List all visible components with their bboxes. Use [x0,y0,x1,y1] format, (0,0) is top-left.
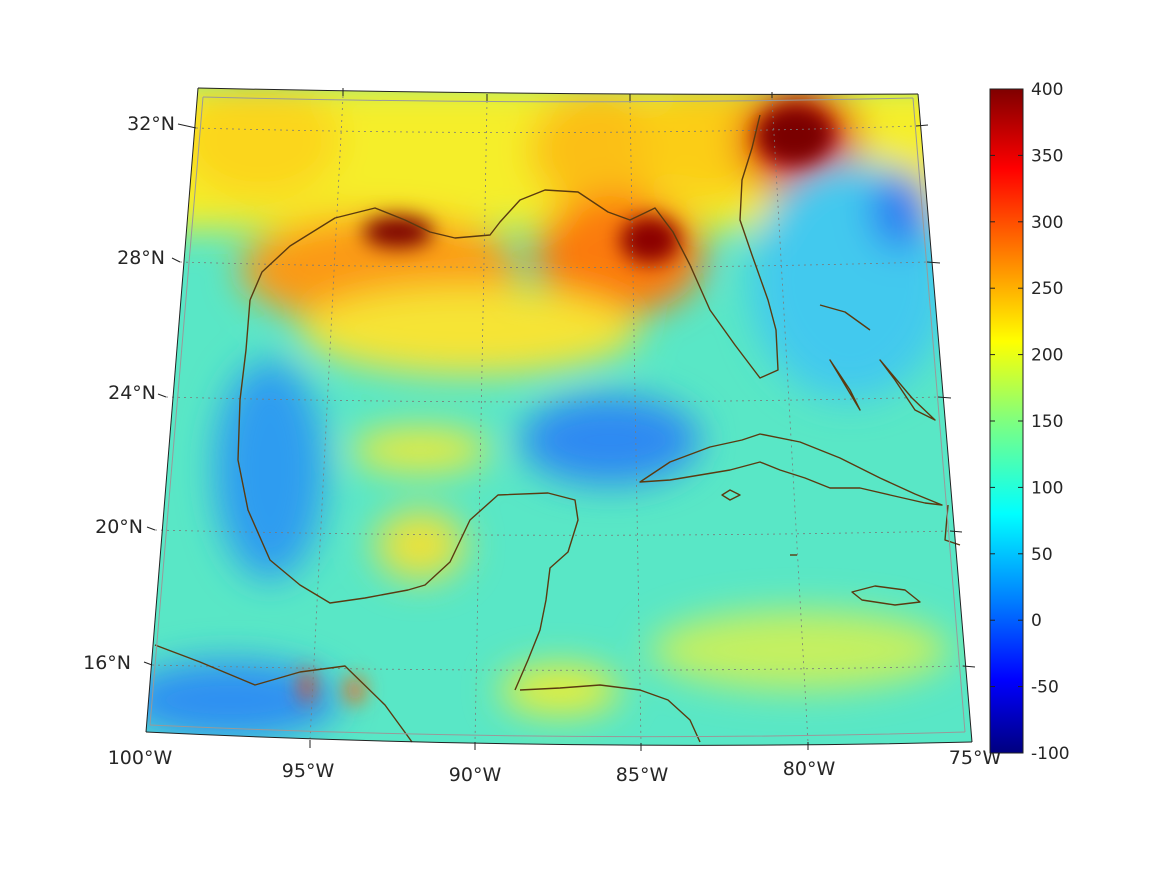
bahamas-a [829,359,861,411]
colorbar-labels: 400 350 300 250 200 150 100 50 0 -50 -100 [1031,80,1070,764]
lon-label-95w: 95°W [282,760,335,782]
colorbar-tick-label: 50 [1031,545,1053,565]
lon-label-100w: 100°W [108,747,173,769]
lat-label-20n: 20°N [95,516,143,538]
graticule [151,95,964,744]
data-field [146,88,972,746]
latitude-labels: 32°N 28°N 24°N 20°N 16°N [83,113,175,674]
bahamas-c [819,304,871,331]
lat-label-28n: 28°N [117,247,165,269]
jamaica [851,585,921,606]
lon-label-80w: 80°W [783,758,836,780]
colorbar-tick-label: 350 [1031,146,1063,166]
colorbar-tick-label: 150 [1031,412,1063,432]
coastlines [154,114,961,743]
pacific-coast [154,644,413,743]
cuba [639,433,943,506]
colorbar-tick-label: 400 [1031,80,1063,100]
lon-label-75w: 75°W [949,747,1002,769]
lat-label-16n: 16°N [83,652,131,674]
lat-label-24n: 24°N [108,382,156,404]
lon-label-85w: 85°W [616,764,669,786]
colorbar-tick-label: 250 [1031,279,1063,299]
isla-juventud [721,489,741,501]
colorbar-ticks [990,88,1023,754]
colorbar-tick-label: 200 [1031,346,1063,366]
bahamas-b [879,359,936,421]
colorbar-tick-label: -50 [1031,678,1059,698]
colorbar-tick-label: 300 [1031,213,1063,233]
colorbar-tick-label: 0 [1031,611,1042,631]
central-america-coast [519,684,701,743]
longitude-labels: 100°W 95°W 90°W 85°W 80°W 75°W [108,747,1002,786]
colorbar-tick-label: -100 [1031,744,1070,764]
mexico-coast [237,299,579,691]
lon-label-90w: 90°W [449,764,502,786]
lat-label-32n: 32°N [127,113,175,135]
colorbar-tick-label: 100 [1031,478,1063,498]
colorbar: 400 350 300 250 200 150 100 50 0 -50 -100 [989,80,1070,764]
us-gulf-coast [249,114,779,379]
map-frame [143,87,976,751]
